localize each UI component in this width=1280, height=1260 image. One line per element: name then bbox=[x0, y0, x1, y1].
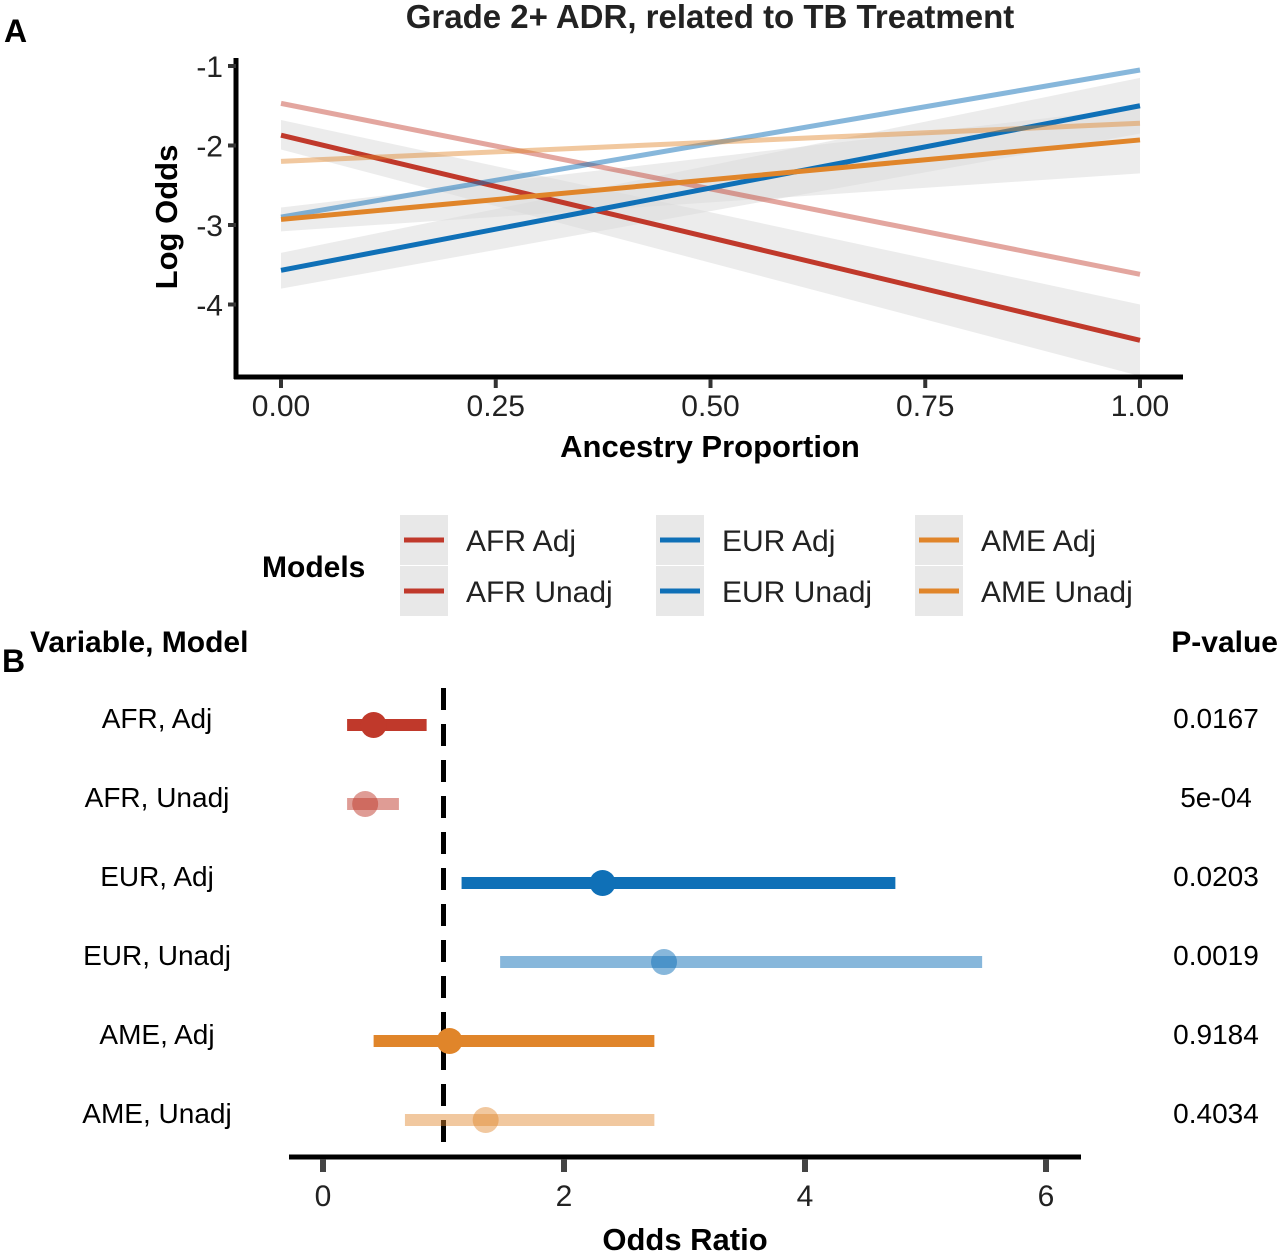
line-eur-unadj bbox=[280, 67, 1141, 220]
chart-title: Grade 2+ ADR, related to TB Treatment bbox=[406, 0, 1015, 35]
x-tick-label: 0.25 bbox=[467, 390, 525, 423]
legend-title: Models bbox=[262, 551, 365, 584]
regression-lines bbox=[280, 67, 1141, 343]
line-eur-adj bbox=[280, 103, 1141, 273]
x-tick-label: 1.00 bbox=[1111, 390, 1169, 423]
row-label: EUR, Adj bbox=[100, 861, 214, 892]
forest-marks bbox=[347, 712, 983, 1133]
x-tick-label: 0.75 bbox=[896, 390, 954, 423]
point-estimate-afr-adj bbox=[360, 712, 387, 738]
legend-label-eur-adj: EUR Adj bbox=[722, 525, 835, 558]
legend-label-ame-unadj: AME Unadj bbox=[981, 576, 1133, 609]
pvalue: 0.4034 bbox=[1173, 1098, 1259, 1129]
x-tick-label: 0.50 bbox=[681, 390, 739, 423]
x-axis-ticks: 0.00 0.25 0.50 0.75 1.00 bbox=[252, 379, 1169, 423]
line-ame-unadj bbox=[280, 120, 1141, 164]
x-axis-title: Ancestry Proportion bbox=[560, 429, 860, 464]
line-afr-adj bbox=[280, 132, 1141, 343]
point-estimate-ame-unadj bbox=[472, 1107, 499, 1133]
row-labels: AFR, Adj AFR, Unadj EUR, Adj EUR, Unadj AME,… bbox=[82, 703, 231, 1129]
row-label: EUR, Unadj bbox=[83, 940, 231, 971]
pvalues: 0.0167 5e-04 0.0203 0.0019 0.9184 0.4034 bbox=[1173, 703, 1259, 1129]
confidence-bands bbox=[281, 77, 1140, 377]
point-estimate-eur-adj bbox=[589, 870, 616, 896]
forest-x-tick-label: 0 bbox=[315, 1180, 332, 1213]
legend-items: AFR Adj AFR Unadj EUR Adj EUR Unadj AME Adj A… bbox=[400, 515, 1133, 616]
y-tick-label: -2 bbox=[196, 131, 223, 164]
panel-b-letter: B bbox=[2, 643, 25, 679]
line-ame-adj bbox=[280, 137, 1141, 222]
y-axis-ticks: -1 -2 -3 -4 bbox=[196, 51, 236, 323]
row-label: AFR, Adj bbox=[102, 703, 212, 734]
y-tick-label: -4 bbox=[196, 290, 223, 323]
pvalue: 0.0167 bbox=[1173, 703, 1259, 734]
panel-a-letter: A bbox=[4, 13, 27, 49]
pvalue: 0.0019 bbox=[1173, 940, 1259, 971]
variable-header: Variable, Model bbox=[30, 626, 248, 659]
x-tick-label: 0.00 bbox=[252, 390, 310, 423]
row-label: AME, Adj bbox=[99, 1019, 214, 1050]
pvalue: 0.0203 bbox=[1173, 861, 1259, 892]
row-label: AME, Unadj bbox=[82, 1098, 231, 1129]
legend-label-ame-adj: AME Adj bbox=[981, 525, 1096, 558]
legend-label-afr-adj: AFR Adj bbox=[466, 525, 576, 558]
forest-x-tick-label: 4 bbox=[797, 1180, 814, 1213]
forest-x-axis-title: Odds Ratio bbox=[602, 1222, 767, 1257]
y-axis-title: Log Odds bbox=[149, 145, 184, 290]
pvalue-header: P-value bbox=[1171, 626, 1278, 659]
row-label: AFR, Unadj bbox=[85, 782, 230, 813]
legend-label-eur-unadj: EUR Unadj bbox=[722, 576, 872, 609]
point-estimate-ame-adj bbox=[436, 1028, 463, 1054]
point-estimate-afr-unadj bbox=[352, 791, 379, 817]
forest-x-ticks: 0 2 4 6 bbox=[315, 1159, 1055, 1213]
pvalue: 0.9184 bbox=[1173, 1019, 1259, 1050]
y-tick-label: -3 bbox=[196, 210, 223, 243]
legend-label-afr-unadj: AFR Unadj bbox=[466, 576, 613, 609]
forest-x-tick-label: 2 bbox=[556, 1180, 573, 1213]
point-estimate-eur-unadj bbox=[651, 949, 678, 975]
forest-x-tick-label: 6 bbox=[1038, 1180, 1055, 1213]
y-tick-label: -1 bbox=[196, 51, 223, 84]
pvalue: 5e-04 bbox=[1180, 782, 1252, 813]
